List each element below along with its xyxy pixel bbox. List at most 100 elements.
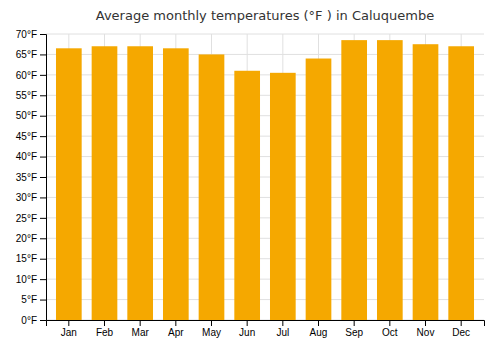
tick-label: 15°F bbox=[16, 253, 37, 264]
bar bbox=[341, 40, 367, 320]
tick-mark bbox=[40, 279, 46, 280]
bar bbox=[163, 48, 189, 320]
grid bbox=[46, 34, 484, 320]
tick: Dec bbox=[452, 320, 470, 338]
bar bbox=[127, 46, 153, 320]
tick-label: Jan bbox=[61, 327, 77, 338]
tick: 40°F bbox=[16, 151, 46, 162]
tick-label: 40°F bbox=[16, 151, 37, 162]
bar bbox=[377, 40, 403, 320]
tick-mark bbox=[247, 320, 248, 326]
bar bbox=[56, 48, 82, 320]
chart: Jan Feb Mar Apr May Jun Jul Aug Sep Oct Nov Dec 0°F 5… bbox=[0, 0, 500, 350]
tick-mark bbox=[40, 136, 46, 137]
tick: 30°F bbox=[16, 192, 46, 203]
tick-mark bbox=[40, 238, 46, 239]
tick-label: Mar bbox=[132, 327, 150, 338]
tick-mark bbox=[40, 300, 46, 301]
tick: Oct bbox=[382, 320, 398, 338]
x-axis: Jan Feb Mar Apr May Jun Jul Aug Sep Oct Nov Dec bbox=[47, 320, 485, 338]
tick-label: 10°F bbox=[16, 274, 37, 285]
bar bbox=[199, 54, 225, 320]
tick-mark bbox=[40, 34, 46, 35]
tick-mark bbox=[389, 320, 390, 326]
bar bbox=[306, 59, 332, 320]
tick-mark bbox=[282, 320, 283, 326]
bar bbox=[270, 73, 296, 320]
tick: 10°F bbox=[16, 274, 46, 285]
tick-mark bbox=[461, 320, 462, 326]
tick-label: Apr bbox=[168, 327, 184, 338]
axis-line bbox=[40, 35, 47, 321]
tick-mark bbox=[211, 320, 212, 326]
bar bbox=[92, 46, 118, 320]
tick-label: 50°F bbox=[16, 110, 37, 121]
tick: May bbox=[202, 320, 221, 338]
tick-label: May bbox=[202, 327, 221, 338]
tick: 25°F bbox=[16, 213, 46, 224]
tick-mark bbox=[40, 95, 46, 96]
tick-mark bbox=[175, 320, 176, 326]
tick-mark bbox=[68, 320, 69, 326]
tick: 5°F bbox=[21, 294, 46, 305]
tick: Sep bbox=[345, 320, 363, 338]
tick-label: 20°F bbox=[16, 233, 37, 244]
tick-label: 0°F bbox=[21, 315, 37, 326]
tick: 60°F bbox=[16, 70, 46, 81]
tick-mark bbox=[40, 54, 46, 55]
tick-mark bbox=[354, 320, 355, 326]
tick: 20°F bbox=[16, 233, 46, 244]
tick: 15°F bbox=[16, 253, 46, 264]
tick: Feb bbox=[96, 320, 114, 338]
tick: Jun bbox=[239, 320, 255, 338]
tick-mark bbox=[40, 75, 46, 76]
tick-label: 70°F bbox=[16, 29, 37, 40]
tick-label: 35°F bbox=[16, 172, 37, 183]
tick-mark bbox=[40, 218, 46, 219]
tick: 70°F bbox=[16, 29, 46, 40]
tick: Apr bbox=[168, 320, 184, 338]
tick: Nov bbox=[417, 320, 435, 338]
grid-line bbox=[46, 34, 484, 35]
tick-label: Dec bbox=[452, 327, 470, 338]
tick-mark bbox=[104, 320, 105, 326]
tick-label: 25°F bbox=[16, 213, 37, 224]
tick-label: Jun bbox=[239, 327, 255, 338]
bar bbox=[234, 71, 260, 320]
tick-mark bbox=[140, 320, 141, 326]
tick: 55°F bbox=[16, 90, 46, 101]
tick-label: 45°F bbox=[16, 131, 37, 142]
tick-label: 5°F bbox=[21, 294, 37, 305]
tick-label: Oct bbox=[382, 327, 398, 338]
tick-mark bbox=[40, 116, 46, 117]
bar bbox=[413, 44, 439, 320]
tick: Aug bbox=[310, 320, 328, 338]
tick-mark bbox=[40, 157, 46, 158]
tick: Jul bbox=[276, 320, 289, 338]
tick-label: Sep bbox=[345, 327, 363, 338]
y-axis: 0°F 5°F 10°F 15°F 20°F 25°F 30°F 35°F 40°F 45°F 50… bbox=[16, 29, 47, 326]
tick-label: 55°F bbox=[16, 90, 37, 101]
tick-label: 30°F bbox=[16, 192, 37, 203]
tick-mark bbox=[40, 177, 46, 178]
tick: 0°F bbox=[21, 315, 46, 326]
tick-label: Feb bbox=[96, 327, 114, 338]
tick: Jan bbox=[61, 320, 77, 338]
axis-line bbox=[47, 321, 485, 327]
bar bbox=[448, 46, 474, 320]
tick: 45°F bbox=[16, 131, 46, 142]
plot: Jan Feb Mar Apr May Jun Jul Aug Sep Oct Nov Dec 0°F 5… bbox=[16, 29, 485, 338]
tick-mark bbox=[40, 259, 46, 260]
tick: Mar bbox=[132, 320, 150, 338]
tick: 50°F bbox=[16, 110, 46, 121]
tick-label: 65°F bbox=[16, 49, 37, 60]
tick-label: 60°F bbox=[16, 70, 37, 81]
tick-mark bbox=[425, 320, 426, 326]
tick-mark bbox=[40, 197, 46, 198]
tick: 35°F bbox=[16, 172, 46, 183]
tick-label: Jul bbox=[276, 327, 289, 338]
title: Average monthly temperatures (°F ) in Ca… bbox=[96, 8, 434, 23]
tick-label: Aug bbox=[310, 327, 328, 338]
tick: 65°F bbox=[16, 49, 46, 60]
tick-mark bbox=[40, 320, 46, 321]
